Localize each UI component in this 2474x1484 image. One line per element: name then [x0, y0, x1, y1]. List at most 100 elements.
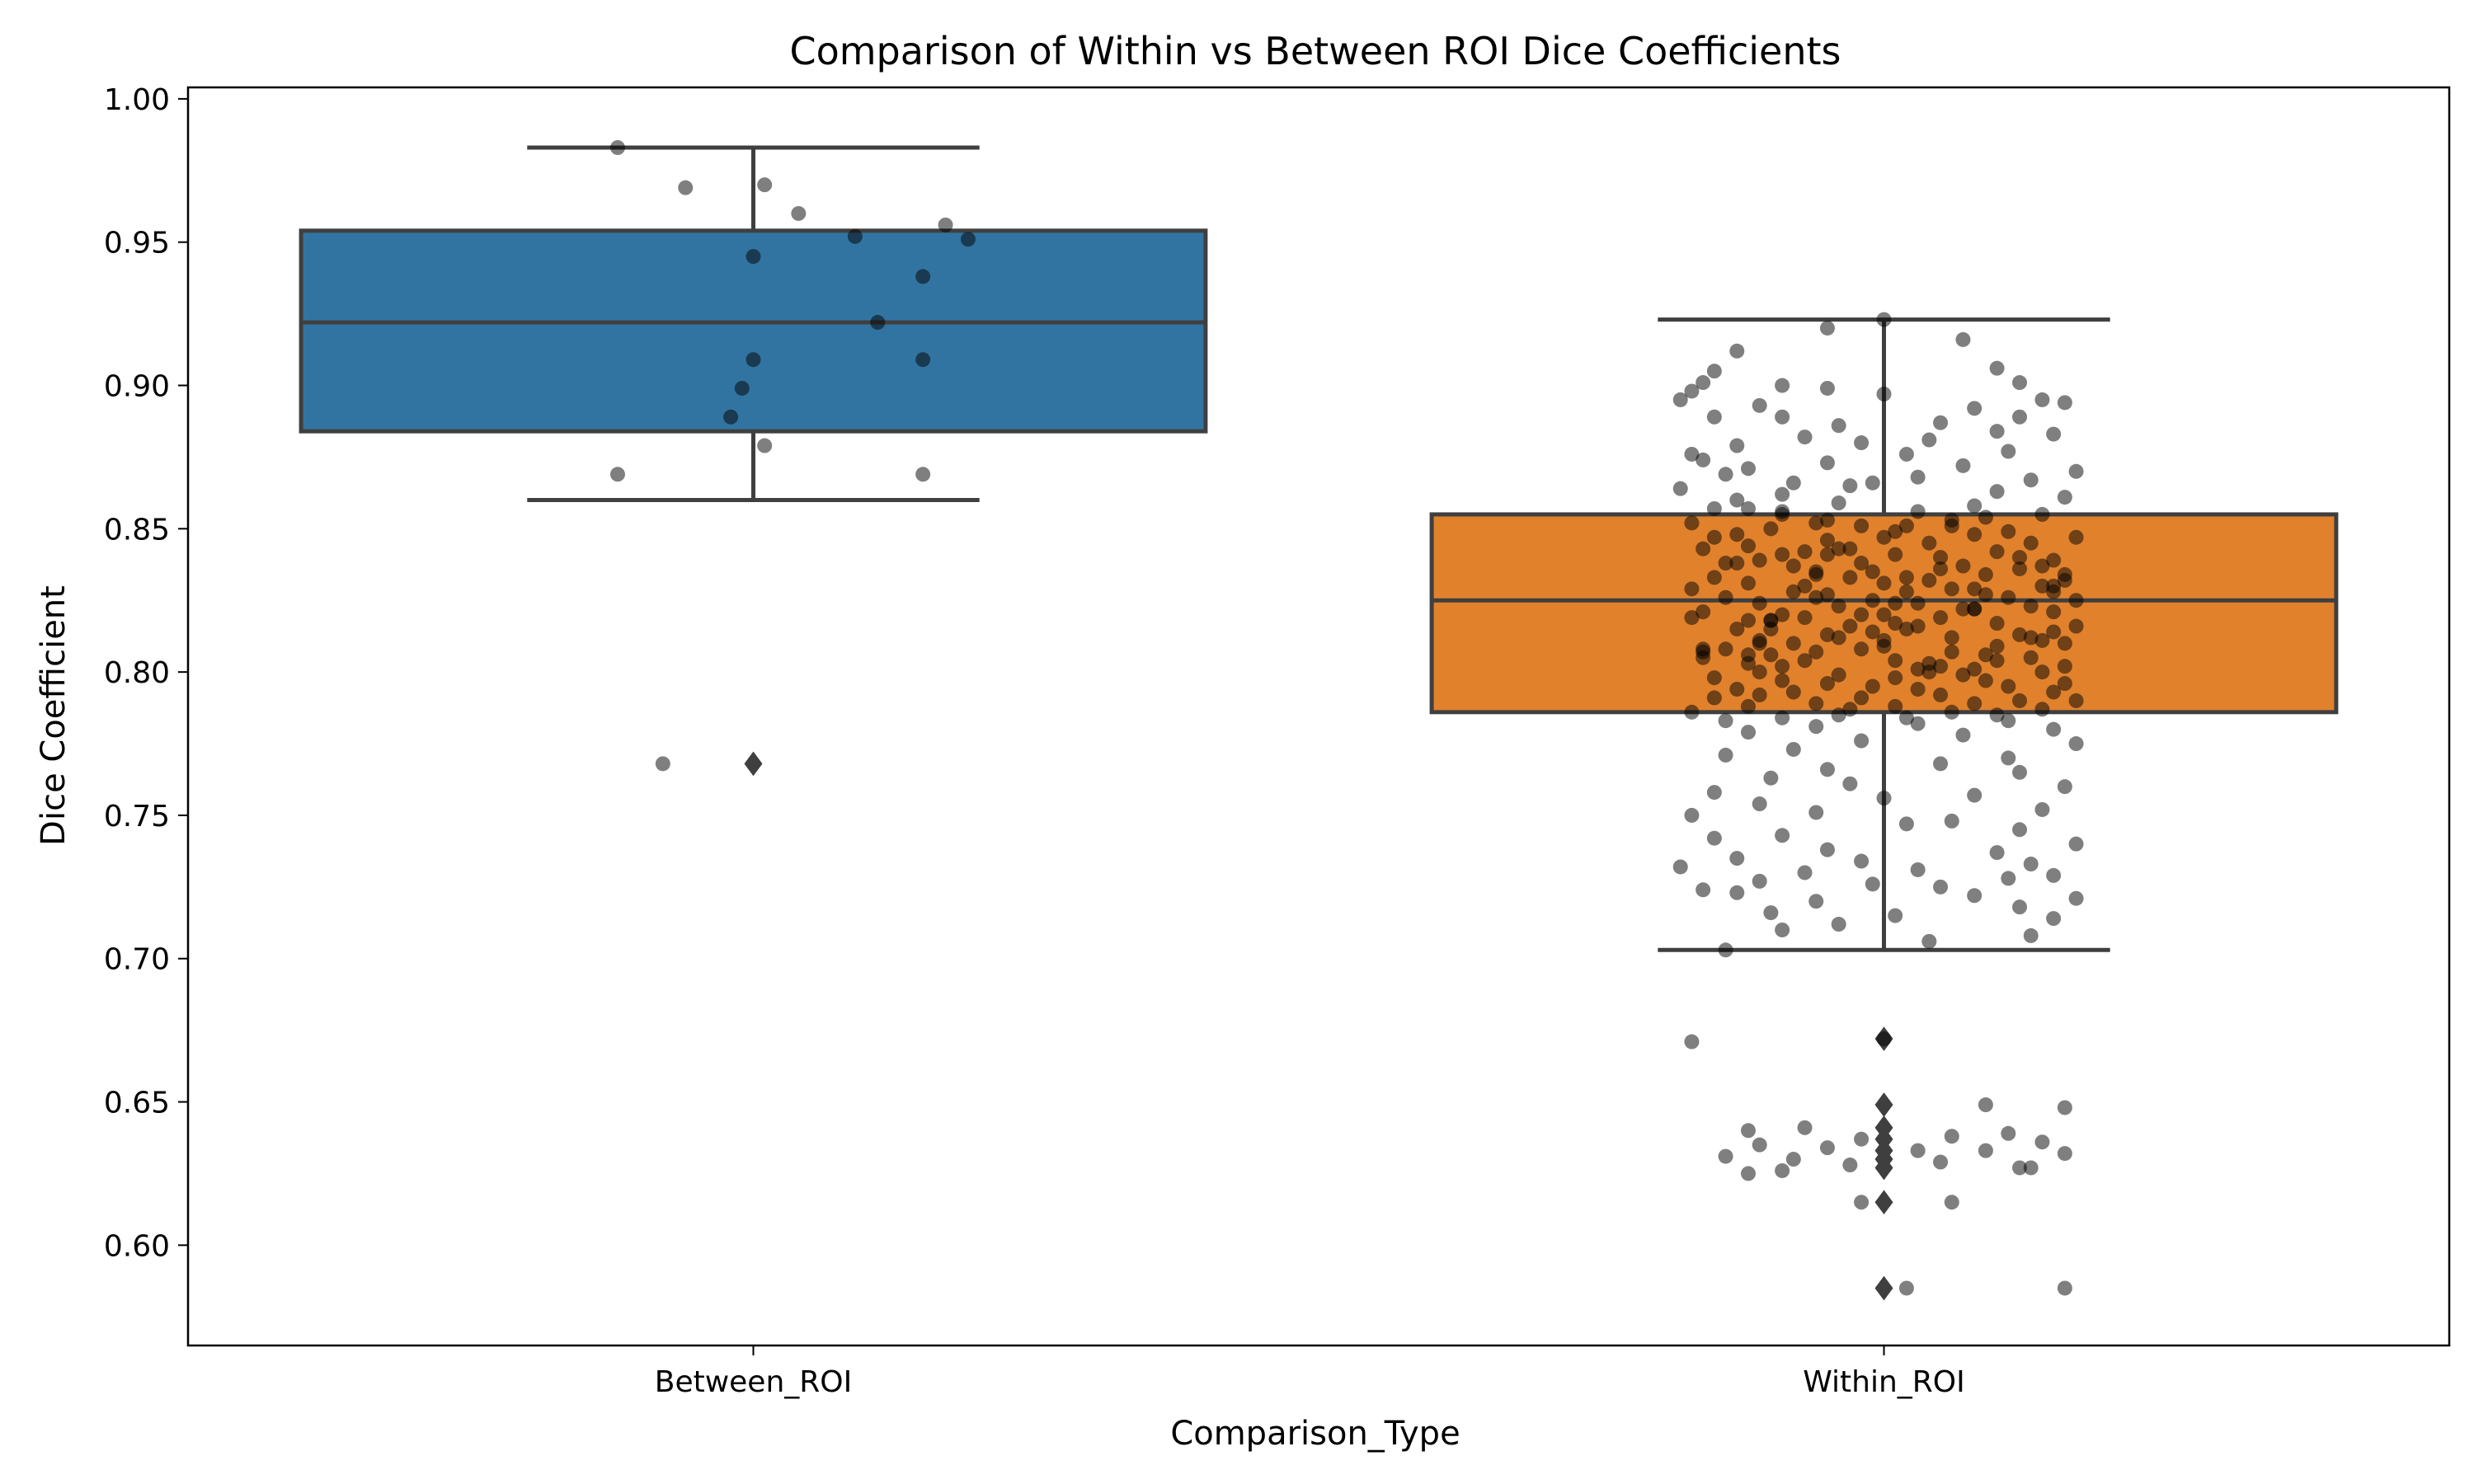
data-point: [1740, 725, 1756, 740]
data-point: [1898, 621, 1914, 636]
data-point: [2023, 857, 2039, 872]
data-point: [2001, 589, 2016, 605]
data-point: [1831, 630, 1846, 646]
data-point: [2046, 604, 2062, 620]
x-tick-label: Within_ROI: [1803, 1365, 1965, 1399]
data-point: [1729, 556, 1745, 571]
data-point: [1854, 690, 1870, 706]
outlier-marker: [1874, 1155, 1893, 1181]
data-point: [1797, 430, 1813, 445]
data-point: [1706, 500, 1722, 516]
data-point: [1752, 595, 1767, 611]
data-point: [1729, 438, 1745, 453]
data-point: [1797, 544, 1813, 560]
data-point: [1933, 1154, 1949, 1170]
data-point: [2057, 1100, 2072, 1115]
data-point: [1797, 578, 1813, 594]
data-point: [2023, 472, 2039, 488]
data-point: [1763, 647, 1779, 663]
plot-frame: [186, 86, 2451, 1347]
data-point: [1763, 521, 1779, 537]
data-point: [1740, 538, 1756, 554]
data-point: [2034, 558, 2050, 574]
data-point: [2034, 1134, 2050, 1150]
data-point: [1888, 524, 1903, 539]
data-point: [1729, 681, 1745, 697]
data-point: [2012, 693, 2028, 708]
data-point: [1978, 587, 1993, 603]
data-point: [1831, 541, 1846, 556]
data-point: [1876, 638, 1892, 654]
data-point: [1684, 610, 1700, 626]
data-point: [1921, 572, 1937, 588]
data-point: [757, 177, 773, 193]
data-point: [2001, 679, 2016, 694]
data-point: [1967, 401, 1982, 416]
data-point: [1808, 644, 1824, 660]
plot-area: 0.60 0.65 0.70 0.75 0.80 0.85 0.90 0.95 1.00 Betw…: [104, 83, 2451, 1399]
data-point: [1989, 484, 2005, 500]
data-point: [1718, 713, 1733, 729]
data-point: [1808, 589, 1824, 605]
data-point: [1775, 409, 1790, 425]
data-point: [1797, 1120, 1813, 1135]
data-point: [1785, 1152, 1801, 1167]
data-point: [2057, 676, 2072, 692]
data-point: [1898, 584, 1914, 599]
data-point: [1921, 432, 1937, 448]
data-point: [1718, 467, 1733, 482]
data-point: [2057, 659, 2072, 674]
data-point: [1785, 636, 1801, 651]
data-point: [1718, 641, 1733, 657]
data-point: [1865, 593, 1880, 608]
data-point: [1718, 1148, 1733, 1164]
data-point: [1854, 733, 1870, 749]
data-point: [1718, 556, 1733, 571]
data-point: [1785, 741, 1801, 757]
data-point: [1785, 475, 1801, 491]
data-point: [1706, 670, 1722, 686]
data-point: [1944, 813, 1959, 829]
data-point: [1808, 515, 1824, 531]
data-point: [745, 352, 761, 368]
data-point: [1888, 908, 1903, 923]
data-point: [1898, 518, 1914, 533]
data-point: [734, 380, 750, 396]
data-point: [1967, 787, 1982, 803]
data-point: [1898, 570, 1914, 585]
data-point: [1910, 681, 1926, 697]
data-point: [1898, 710, 1914, 726]
data-point: [1718, 942, 1733, 958]
data-point: [1888, 670, 1903, 686]
data-point: [2001, 750, 2016, 766]
data-point: [1752, 632, 1767, 648]
data-point: [1729, 621, 1745, 636]
data-point: [1684, 1034, 1700, 1050]
data-point: [1775, 547, 1790, 562]
data-point: [1888, 547, 1903, 562]
data-point: [1967, 888, 1982, 904]
data-point: [1752, 1137, 1767, 1153]
data-point: [2068, 736, 2084, 752]
data-point: [1944, 1129, 1959, 1144]
data-point: [1967, 527, 1982, 542]
data-point: [1933, 756, 1949, 772]
data-point: [2057, 1280, 2072, 1296]
data-point: [2023, 535, 2039, 551]
data-point: [1775, 659, 1790, 674]
data-point: [2068, 529, 2084, 545]
data-point: [2057, 572, 2072, 588]
data-point: [1967, 661, 1982, 677]
data-point: [1684, 704, 1700, 720]
data-point: [2068, 463, 2084, 479]
data-point: [609, 139, 625, 155]
data-point: [1955, 667, 1971, 683]
data-point: [1944, 1195, 1959, 1210]
data-point: [1989, 638, 2005, 654]
data-point: [1729, 343, 1745, 359]
data-point: [1910, 469, 1926, 485]
data-point: [1989, 360, 2005, 376]
outlier-marker: [1874, 1190, 1893, 1215]
y-tick-label: 0.95: [104, 227, 170, 261]
